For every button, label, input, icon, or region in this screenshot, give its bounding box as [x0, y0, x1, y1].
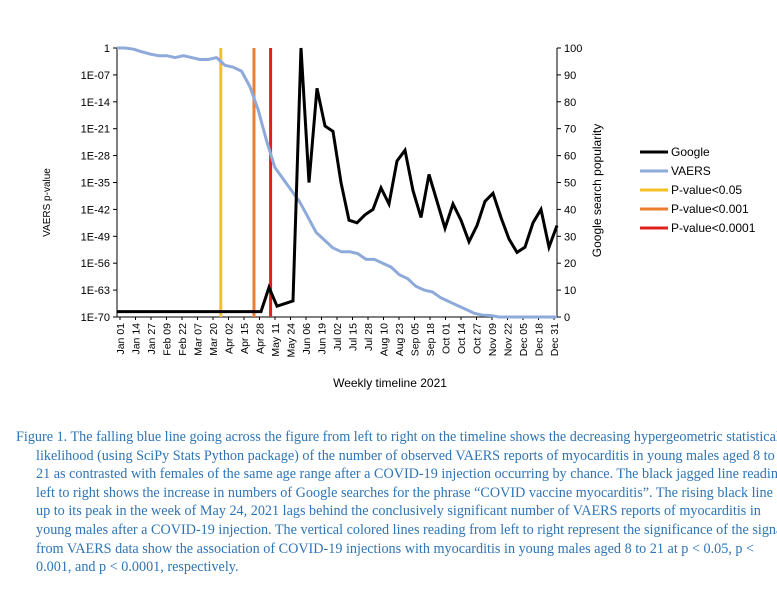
right-tick-label: 100 [564, 43, 582, 55]
x-tick-label: Nov 22 [503, 323, 515, 356]
left-axis-title: VAERS p-value [42, 168, 53, 237]
left-tick-label: 1E-35 [81, 178, 110, 190]
x-tick-label: Jan 14 [131, 323, 143, 355]
left-tick-label: 1E-28 [81, 151, 110, 163]
x-tick-label: Dec 31 [549, 323, 561, 356]
x-tick-label: May 11 [270, 323, 282, 357]
x-tick-label: Apr 15 [239, 323, 251, 354]
right-tick-label: 0 [564, 312, 570, 324]
right-tick-label: 40 [564, 204, 576, 216]
x-tick-label: Jul 02 [332, 323, 344, 351]
x-tick-label: Sep 18 [425, 323, 437, 356]
x-tick-label: Jun 06 [301, 323, 313, 355]
dual-axis-line-chart: 1 1E-07 1E-14 1E-21 1E-28 1E-35 1E-42 1E-49 1E-5… [42, 43, 756, 390]
left-tick-label: 1 [104, 43, 110, 55]
right-tick-label: 90 [564, 70, 576, 82]
google-line [117, 47, 559, 314]
left-tick-label: 1E-07 [81, 70, 110, 82]
right-axis-title: Google search popularity [590, 124, 604, 257]
left-tick-label: 1E-56 [81, 258, 110, 270]
right-tick-label: 20 [564, 258, 576, 270]
x-tick-label: Jan 27 [146, 323, 158, 355]
right-tick-label: 30 [564, 231, 576, 243]
left-tick-label: 1E-42 [81, 204, 110, 216]
legend-label-p-value-0-001: P-value<0.001 [671, 202, 749, 216]
figure-caption: Figure 1. The falling blue line going ac… [16, 429, 777, 576]
x-tick-label: Dec 18 [534, 323, 546, 356]
x-tick-label: Mar 20 [208, 323, 220, 356]
left-tick-label: 1E-14 [81, 97, 110, 109]
x-tick-label: Aug 10 [379, 323, 391, 356]
x-tick-label: Oct 27 [472, 323, 484, 354]
vaers-line [117, 46, 557, 319]
left-tick-label: 1E-70 [81, 312, 110, 324]
chart-container: 1 1E-07 1E-14 1E-21 1E-28 1E-35 1E-42 1E-49 1E-5… [42, 43, 756, 390]
x-tick-label: Oct 14 [456, 323, 468, 354]
x-tick-label: Feb 09 [162, 323, 174, 356]
x-tick-label: May 24 [286, 323, 298, 358]
x-tick-label: Dec 05 [518, 323, 530, 356]
x-tick-label: Jul 28 [363, 323, 375, 351]
x-axis-title: Weekly timeline 2021 [333, 376, 447, 390]
right-tick-label: 50 [564, 178, 576, 190]
left-tick-label: 1E-63 [81, 285, 110, 297]
right-tick-label: 10 [564, 285, 576, 297]
x-tick-label: Mar 07 [193, 323, 205, 356]
x-tick-label: Jun 19 [317, 323, 329, 355]
right-tick-label: 70 [564, 124, 576, 136]
legend-label-vaers: VAERS [671, 164, 711, 178]
x-tick-label: Nov 09 [487, 323, 499, 356]
x-tick-label: Sep 05 [410, 323, 422, 356]
x-tick-label: Apr 02 [224, 323, 236, 354]
left-tick-label: 1E-21 [81, 124, 110, 136]
right-tick-label: 60 [564, 151, 576, 163]
legend-label-p-value-0-0001: P-value<0.0001 [671, 221, 756, 235]
x-tick-label: Jul 15 [348, 323, 360, 351]
x-tick-label: Feb 22 [177, 323, 189, 356]
legend-label-google: Google [671, 145, 710, 159]
x-tick-label: Oct 01 [441, 323, 453, 354]
x-tick-label: Jan 01 [115, 323, 127, 355]
legend-label-p-value-0-05: P-value<0.05 [671, 183, 742, 197]
left-tick-label: 1E-49 [81, 231, 110, 243]
right-tick-label: 80 [564, 97, 576, 109]
x-tick-label: Aug 23 [394, 323, 406, 356]
x-tick-label: Apr 28 [255, 323, 267, 354]
